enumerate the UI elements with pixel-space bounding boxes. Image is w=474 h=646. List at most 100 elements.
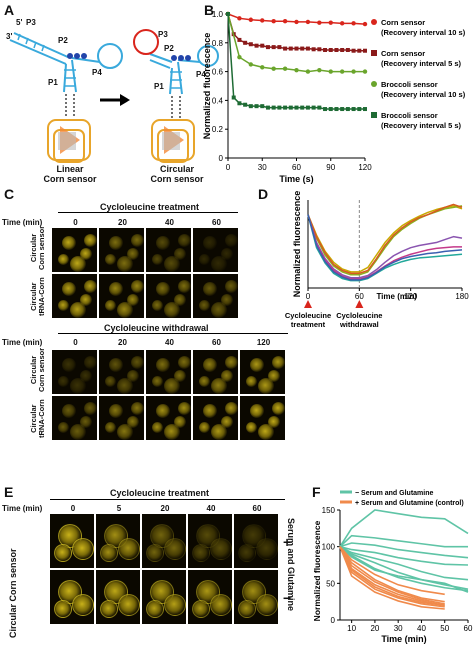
b-data-point [340, 48, 345, 52]
cell-blob [131, 280, 144, 293]
b-data-point [271, 45, 276, 50]
b-data-point [305, 46, 310, 51]
f-y-axis-label: Normalized fluorescence [312, 520, 322, 621]
b-legend-label: (Recovery interval 10 s) [381, 90, 466, 99]
cell-blob [225, 402, 238, 415]
b-data-point [248, 17, 254, 22]
c-row-label: Circular tRNA-Corn [29, 277, 46, 316]
b-data-point [357, 107, 362, 112]
cell-blob [238, 544, 256, 562]
b-data-point [362, 21, 368, 27]
d-series-line [307, 214, 463, 279]
f-y-tick-label: 150 [322, 506, 336, 515]
circular-caption: Circular Corn sensor [150, 164, 204, 184]
cell-blob [117, 256, 133, 272]
b-data-point [271, 66, 276, 71]
cell-blob [156, 358, 170, 372]
cell-blob [258, 378, 274, 394]
b-data-point [226, 12, 230, 16]
f-x-tick-label: 20 [370, 624, 379, 633]
b-legend-marker [371, 19, 377, 25]
cell-blob [178, 402, 191, 415]
cell-blob [54, 600, 72, 618]
cell-blob [84, 356, 97, 369]
cell-blob [118, 594, 140, 616]
b-data-point [351, 69, 356, 74]
panel-a-diagram [9, 29, 219, 163]
f-series-line [339, 534, 468, 548]
panel-b-chart: 0 0.2 0.4 0.6 0.8 1.0 0 30 60 90 120 Time (s) Normal… [202, 10, 466, 184]
b-x-tick-label: 30 [258, 163, 267, 172]
cell-blob [100, 544, 118, 562]
panel-d-chart: 0 60 120 180 Time (min) Normalized fluorescen… [285, 191, 469, 329]
d-y-axis-label: Normalized fluorescence [292, 191, 302, 298]
c-withdrawal-image [99, 396, 144, 440]
cell-blob [203, 358, 217, 372]
cell-blob [146, 544, 164, 562]
c-withdrawal-rule [58, 333, 288, 334]
cell-blob [199, 300, 210, 311]
f-y-tick-label: 50 [326, 579, 335, 588]
b-data-point [328, 48, 333, 52]
cell-blob [225, 234, 238, 247]
cell-blob [80, 370, 92, 382]
e-minus-sign: − [283, 590, 292, 606]
e-row-label: Circular Corn sensor [8, 548, 18, 638]
f-series-line [339, 546, 445, 596]
panel-e-label: E [4, 484, 14, 500]
c-withdrawal-image [240, 350, 285, 394]
e-image [234, 514, 278, 568]
e-title: Cycloleucine treatment [110, 488, 210, 498]
cell-blob [178, 234, 191, 247]
cell-blob [178, 280, 191, 293]
b-legend-label: Corn sensor [381, 18, 425, 27]
e-image [142, 570, 186, 624]
b-data-point [260, 104, 265, 109]
b-y-tick-label: 0.2 [212, 125, 224, 134]
label-p1-linear: P1 [48, 78, 58, 87]
d-x-tick-label: 180 [455, 292, 469, 301]
b-data-point [294, 67, 299, 73]
cell-blob [178, 356, 191, 369]
panel-c-label: C [4, 186, 15, 202]
b-data-point [340, 107, 345, 112]
c-withdrawal-time: 0 [73, 338, 78, 347]
b-data-point [237, 55, 242, 60]
d-annotation-arrow [304, 300, 312, 308]
b-data-point [265, 45, 270, 50]
c-treatment-title: Cycloleucine treatment [100, 202, 200, 212]
c-withdrawal-image [146, 396, 191, 440]
cell-blob [203, 236, 217, 250]
b-data-point [260, 43, 265, 48]
d-series-line [307, 203, 463, 275]
b-y-tick-label: 0 [219, 154, 224, 163]
f-series-line [339, 546, 445, 605]
c-treatment-image [52, 274, 97, 318]
b-data-point [282, 19, 288, 24]
f-series-line [339, 546, 445, 608]
d-annotation-arrow [355, 300, 364, 308]
b-data-point [323, 107, 328, 112]
b-y-tick-label: 0.8 [212, 39, 224, 48]
c-treatment-image [52, 228, 97, 272]
cell-blob [164, 594, 186, 616]
cell-blob [164, 302, 180, 318]
cell-blob [211, 424, 227, 440]
b-legend-marker [371, 50, 377, 56]
e-image [50, 514, 94, 568]
cell-blob [54, 544, 72, 562]
d-x-tick-label: 120 [404, 292, 418, 301]
cell-blob [192, 600, 210, 618]
cell-blob [164, 538, 186, 560]
b-legend-marker [371, 81, 377, 87]
label-p2-linear: P2 [58, 36, 68, 45]
f-series-line [339, 545, 469, 581]
b-data-point [237, 16, 242, 21]
cell-blob [131, 356, 144, 369]
cell-blob [225, 356, 238, 369]
b-data-point [334, 48, 339, 52]
f-series-line [339, 542, 469, 559]
panel-a-label: A [4, 2, 15, 18]
b-data-point [305, 105, 310, 110]
cell-blob [109, 282, 123, 296]
